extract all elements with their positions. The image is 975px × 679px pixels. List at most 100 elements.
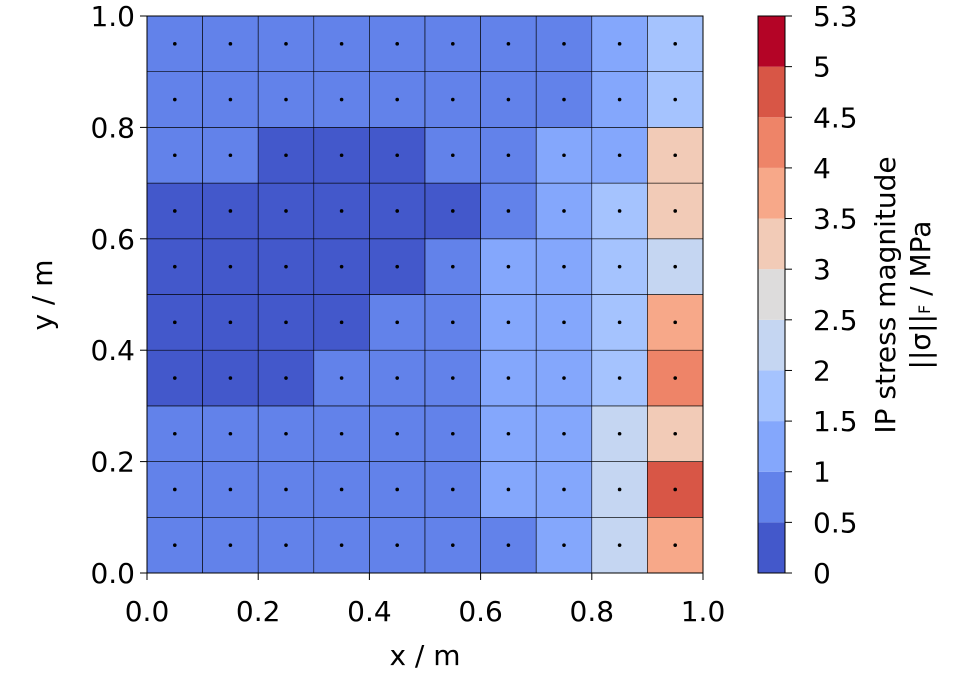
x-tick-label: 0.2: [236, 595, 281, 628]
site: [451, 264, 455, 269]
site: [451, 97, 455, 102]
y-tick-label: 0.8: [90, 111, 135, 144]
site: [617, 153, 622, 158]
site: [173, 320, 177, 325]
site: [451, 376, 455, 380]
colorbar-band: [758, 421, 785, 472]
norm-sub: F: [915, 305, 934, 314]
x-tick-label: 0.0: [125, 595, 170, 628]
colorbar-band: [758, 269, 785, 320]
site: [395, 487, 400, 492]
site: [173, 264, 177, 269]
site: [228, 543, 233, 547]
site: [451, 320, 455, 325]
site: [673, 97, 677, 102]
site: [395, 97, 400, 102]
colorbar-band: [758, 471, 785, 523]
site: [673, 153, 677, 158]
site: [395, 209, 400, 213]
site: [339, 376, 344, 380]
colorbar-tick-label: 2.5: [813, 304, 858, 337]
colorbar-label: IP stress magnitude: [869, 156, 902, 433]
site: [284, 97, 288, 102]
colorbar-band: [758, 218, 785, 270]
site: [395, 431, 400, 436]
site: [562, 42, 566, 46]
site: [284, 209, 288, 213]
site: [339, 264, 344, 269]
site: [173, 487, 177, 492]
site: [395, 153, 400, 158]
site: [562, 543, 566, 547]
site: [617, 97, 622, 102]
colorbar-band: [758, 319, 785, 371]
y-tick-label: 1.0: [90, 0, 135, 33]
norm: ||σ||: [904, 314, 937, 369]
site: [339, 320, 344, 325]
site: [617, 264, 622, 269]
site: [228, 320, 233, 325]
site: [562, 376, 566, 380]
site: [673, 209, 677, 213]
colorbar-band: [758, 16, 785, 67]
site: [284, 376, 288, 380]
site: [173, 376, 177, 380]
site: [506, 487, 511, 492]
site: [673, 264, 677, 269]
colorbar-band: [758, 522, 785, 573]
site: [673, 42, 677, 46]
colorbar-tick-label: 0: [813, 557, 831, 590]
site: [395, 264, 400, 269]
site: [173, 153, 177, 158]
colorbar-frame: [757, 15, 786, 574]
site: [339, 209, 344, 213]
site: [451, 209, 455, 213]
site: [673, 376, 677, 380]
site: [284, 487, 288, 492]
colorbar-tick-label: 3: [813, 253, 831, 286]
y-axis-label: y / m: [26, 259, 59, 330]
site: [562, 431, 566, 436]
x-axis-label: x / m: [389, 639, 460, 672]
site: [673, 431, 677, 436]
site: [506, 264, 511, 269]
site: [395, 42, 400, 46]
site: [673, 487, 677, 492]
colorbar-tick-label: 1: [813, 456, 831, 489]
site: [562, 320, 566, 325]
site: [339, 543, 344, 547]
site: [228, 97, 233, 102]
site: [284, 42, 288, 46]
unit: / MPa: [904, 221, 937, 305]
y-tick-label: 0.0: [90, 557, 135, 590]
site: [284, 320, 288, 325]
colorbar-tick-label: 1.5: [813, 405, 858, 438]
site: [562, 487, 566, 492]
colorbar-tick-label: 5.3: [813, 0, 858, 33]
y-tick-label: 0.4: [90, 334, 135, 367]
site: [395, 376, 400, 380]
site: [173, 431, 177, 436]
site: [506, 153, 511, 158]
site: [228, 264, 233, 269]
site: [173, 543, 177, 547]
site: [284, 431, 288, 436]
colorbar-tick-label: 0.5: [813, 506, 858, 539]
site: [617, 42, 622, 46]
colorbar-band: [758, 370, 785, 422]
site: [395, 543, 400, 547]
site: [451, 153, 455, 158]
site: [339, 431, 344, 436]
site: [617, 376, 622, 380]
colorbar-unit: ||σ||F / MPa: [904, 221, 937, 370]
site: [339, 97, 344, 102]
site: [506, 543, 511, 547]
site: [228, 209, 233, 213]
site: [451, 487, 455, 492]
site: [173, 42, 177, 46]
site: [339, 42, 344, 46]
site: [673, 543, 677, 547]
site: [506, 42, 511, 46]
x-tick-label: 0.8: [570, 595, 615, 628]
